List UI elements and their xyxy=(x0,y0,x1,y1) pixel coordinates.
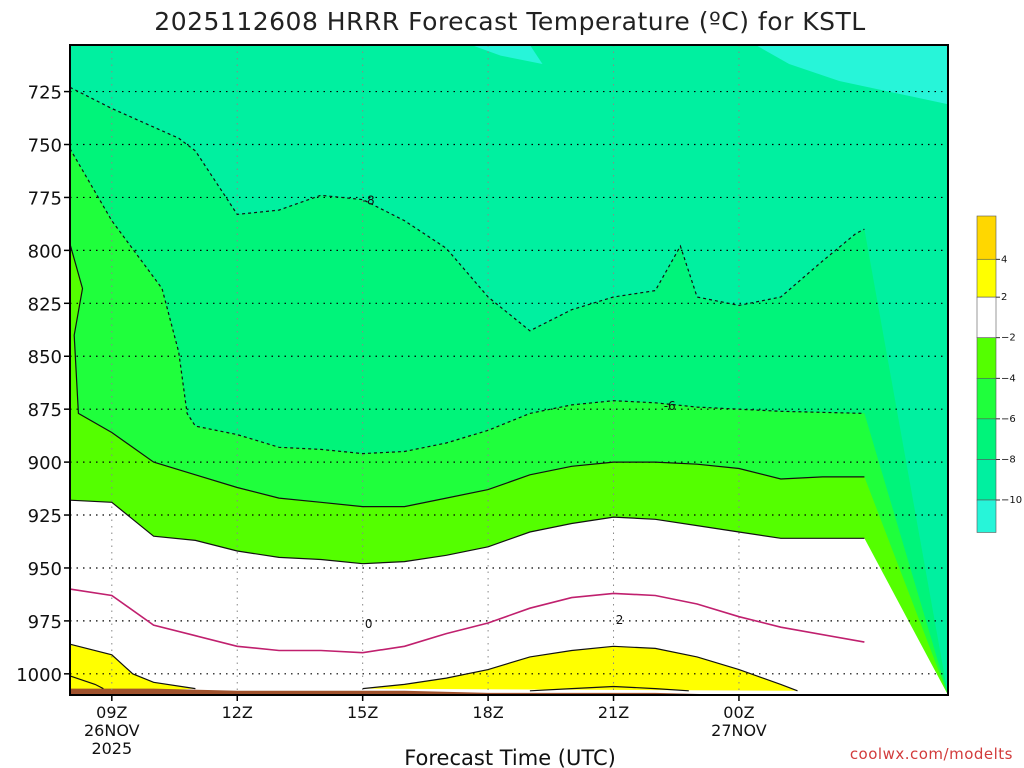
chart-title: 2025112608 HRRR Forecast Temperature (ºC… xyxy=(154,7,865,36)
band-minus2-to-2 xyxy=(70,500,948,695)
credit-text: coolwx.com/modelts xyxy=(850,745,1013,763)
plot-frame xyxy=(69,44,949,696)
y-tick-label: 750 xyxy=(28,136,62,157)
x-tick-label: 21Z xyxy=(598,703,629,722)
contour-label: 0 xyxy=(365,617,373,631)
isotherm-line xyxy=(69,643,196,690)
contour-labels: -8 -6 0 2 xyxy=(363,194,676,631)
x-tick-label: 09Z xyxy=(96,703,127,722)
x-tick-date: 26NOV xyxy=(84,721,140,740)
y-tick-label: 825 xyxy=(28,294,62,315)
colorbar-swatch xyxy=(976,215,997,260)
colorbar-tick-label: −10 xyxy=(1001,495,1022,506)
colorbar-tick-label: 4 xyxy=(1001,254,1007,265)
colorbar-swatch xyxy=(976,418,997,460)
x-tick-label: 15Z xyxy=(347,703,378,722)
isotherm-line xyxy=(69,148,865,455)
colorbar-tick-label: 2 xyxy=(1001,292,1007,303)
x-tick-label: 00Z xyxy=(723,703,754,722)
contour-label: 2 xyxy=(616,613,624,627)
cold-pocket-top-center xyxy=(471,45,543,65)
cold-pocket-top-right xyxy=(755,45,948,105)
colorbar-swatch xyxy=(976,337,997,379)
plot-area xyxy=(70,45,948,696)
x-tick-year: 2025 xyxy=(91,739,132,758)
x-tick-date: 27NOV xyxy=(711,721,767,740)
isotherm-line xyxy=(69,588,865,654)
y-tick-label: 875 xyxy=(28,400,62,421)
colorbar-swatch xyxy=(976,258,997,298)
x-tick-label: 18Z xyxy=(472,703,503,722)
colorbar-tick-label: −6 xyxy=(1001,414,1016,425)
colorbar-swatch xyxy=(976,296,997,339)
colorbar-tick-label: −4 xyxy=(1001,373,1016,384)
colorbar: 4 2 −2 −4 −6 −8 −10 xyxy=(976,215,1022,533)
y-tick-label: 900 xyxy=(28,453,62,474)
colorbar-tick-label: −8 xyxy=(1001,454,1016,465)
contour-label: -8 xyxy=(363,194,375,208)
colorbar-swatch xyxy=(976,459,997,501)
isotherm-line xyxy=(529,685,689,692)
isotherm-lines xyxy=(69,86,865,692)
y-tick-label: 775 xyxy=(28,188,62,209)
y-tick-label: 975 xyxy=(28,612,62,633)
isotherm-line xyxy=(69,243,865,508)
band-2-to-4-center xyxy=(362,646,798,691)
x-axis-label: Forecast Time (UTC) xyxy=(404,746,616,768)
y-tick-label: 850 xyxy=(28,347,62,368)
x-tick-label: 12Z xyxy=(222,703,253,722)
y-tick-label: 1000 xyxy=(16,665,62,686)
y-tick-label: 925 xyxy=(28,506,62,527)
colorbar-tick-label: −2 xyxy=(1001,333,1016,344)
terrain-surface xyxy=(70,688,948,695)
y-tick-label: 950 xyxy=(28,559,62,580)
isotherm-line xyxy=(69,499,865,565)
grid-lines xyxy=(70,45,948,695)
y-tick-label: 800 xyxy=(28,241,62,262)
band-2-to-4-left xyxy=(70,644,196,695)
y-tick-label: 725 xyxy=(28,83,62,104)
axes: 725 750 775 800 825 850 875 900 925 950 975 1000 09Z… xyxy=(16,44,949,758)
colorbar-swatch xyxy=(976,499,997,533)
contour-label: -6 xyxy=(664,399,676,413)
isotherm-line xyxy=(69,675,104,690)
isotherm-line xyxy=(362,645,798,692)
colorbar-swatch xyxy=(976,377,997,420)
